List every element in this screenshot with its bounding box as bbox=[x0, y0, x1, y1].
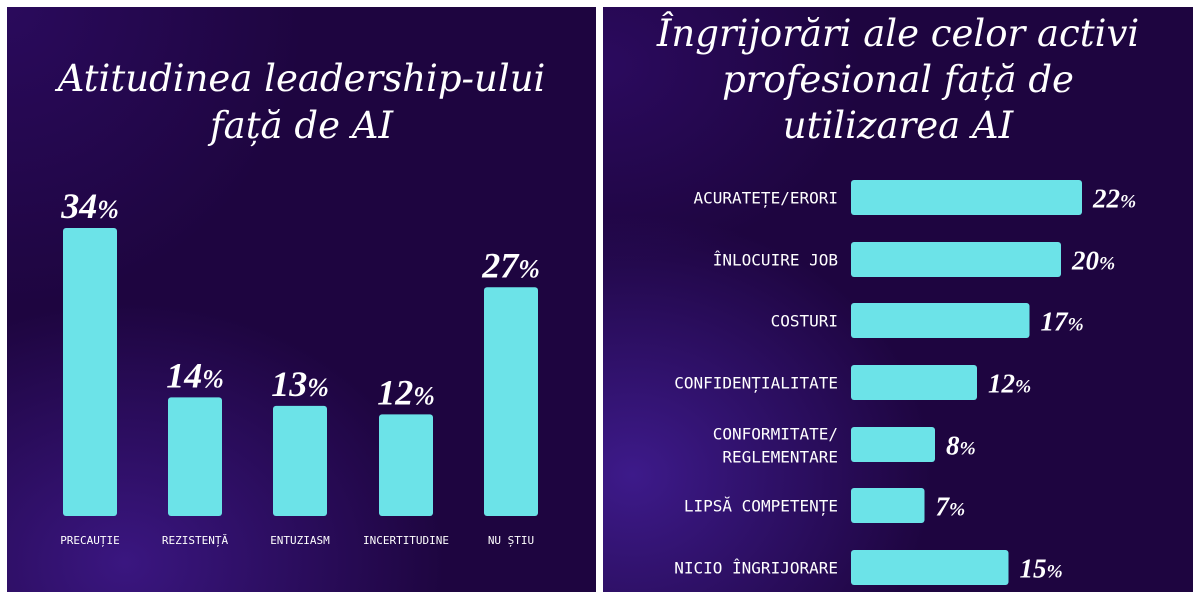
category-label: REZISTENȚĂ bbox=[162, 534, 229, 547]
bar bbox=[851, 365, 977, 400]
value-label: 14% bbox=[166, 355, 224, 395]
category-label: INCERTITUDINE bbox=[363, 534, 449, 547]
chart-title-line: utilizarea AI bbox=[782, 104, 1014, 147]
bar bbox=[63, 228, 117, 516]
bar bbox=[851, 550, 1009, 585]
value-label: 8% bbox=[946, 431, 976, 461]
leadership-attitude-panel: Atitudinea leadership-ului față de AI 34… bbox=[7, 7, 596, 592]
value-label: 12% bbox=[988, 369, 1031, 399]
bar bbox=[273, 405, 327, 516]
worker-concerns-panel: Îngrijorări ale celor activi profesional… bbox=[603, 7, 1193, 592]
bar bbox=[851, 427, 935, 462]
value-label: 17% bbox=[1041, 307, 1084, 337]
value-label: 15% bbox=[1020, 554, 1063, 584]
category-label: NU ȘTIU bbox=[488, 534, 534, 547]
bar bbox=[851, 303, 1030, 338]
category-label: CONFIDENȚIALITATE bbox=[674, 374, 838, 393]
category-label: PRECAUȚIE bbox=[60, 534, 120, 547]
bar bbox=[851, 180, 1082, 215]
category-label: ÎNLOCUIRE JOB bbox=[713, 251, 838, 270]
bar bbox=[484, 287, 538, 516]
category-label: CONFORMITATE/REGLEMENTARE bbox=[713, 425, 838, 467]
vertical-bar-chart: 34% PRECAUȚIE 14% REZISTENȚĂ 13% ENTUZIASM 12%… bbox=[60, 186, 540, 547]
bar bbox=[851, 242, 1061, 277]
chart-title-line: Îngrijorări ale celor activi bbox=[656, 12, 1140, 55]
category-label: COSTURI bbox=[771, 312, 838, 331]
value-label: 22% bbox=[1092, 184, 1136, 214]
chart-title-line: față de AI bbox=[209, 104, 394, 147]
value-label: 12% bbox=[377, 372, 435, 412]
value-label: 7% bbox=[936, 492, 966, 522]
category-label: ENTUZIASM bbox=[270, 534, 330, 547]
horizontal-bar-chart: 22% ACURATEȚE/ERORI 20% ÎNLOCUIRE JOB 17% COS… bbox=[674, 180, 1136, 585]
value-label: 34% bbox=[60, 186, 119, 226]
value-label: 20% bbox=[1071, 246, 1115, 276]
value-label: 13% bbox=[271, 364, 329, 404]
chart-title-line: profesional față de bbox=[722, 58, 1074, 101]
category-label: LIPSĂ COMPETENȚE bbox=[684, 497, 838, 516]
bar bbox=[168, 397, 222, 516]
chart-title: Îngrijorări ale celor activi profesional… bbox=[603, 11, 1193, 149]
chart-title: Atitudinea leadership-ului față de AI bbox=[7, 55, 596, 149]
chart-title-line: Atitudinea leadership-ului bbox=[57, 57, 546, 100]
category-label: NICIO ÎNGRIJORARE bbox=[674, 559, 838, 578]
value-label: 27% bbox=[481, 245, 540, 285]
bar bbox=[851, 488, 925, 523]
bar bbox=[379, 414, 433, 516]
category-label: ACURATEȚE/ERORI bbox=[694, 189, 839, 208]
